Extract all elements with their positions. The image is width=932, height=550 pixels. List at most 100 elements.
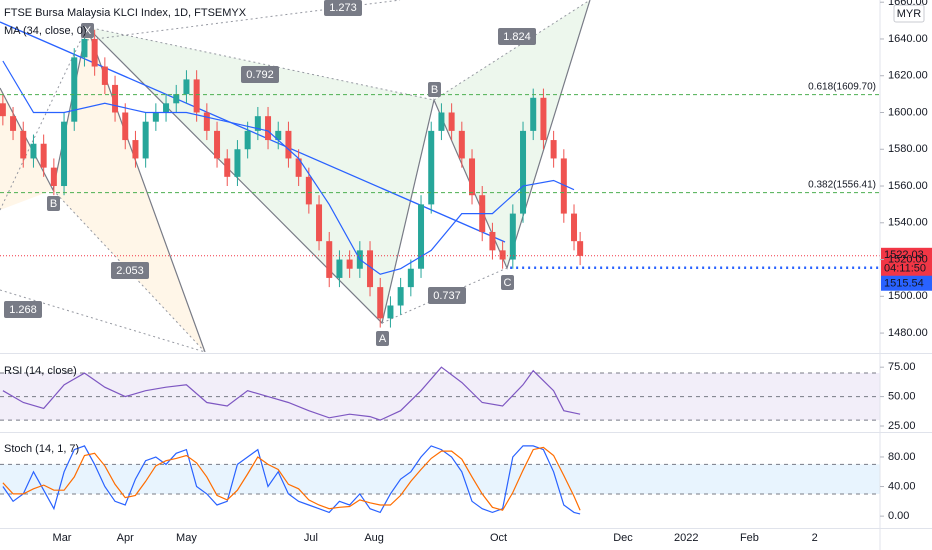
candle-body — [71, 57, 78, 122]
candle-body — [122, 112, 129, 141]
point-label: C — [501, 275, 514, 290]
panel-title: RSI (14, close) — [4, 365, 77, 377]
candle-body — [520, 130, 527, 214]
candle-body — [234, 149, 241, 177]
point-label: A — [376, 331, 389, 346]
candle-body — [571, 213, 578, 242]
candle-body — [438, 112, 445, 131]
x-tick-label: Jul — [304, 532, 318, 544]
y-tick-label: 1580.00 — [888, 143, 928, 155]
candle-body — [377, 287, 384, 319]
candle-body — [132, 140, 139, 159]
candle-body — [550, 140, 557, 159]
candle-body — [346, 259, 353, 269]
x-tick-label: 2022 — [674, 532, 698, 544]
y-tick-label: 1560.00 — [888, 180, 928, 192]
level-box — [881, 275, 932, 291]
candle-body — [305, 176, 312, 205]
candle-body — [499, 250, 506, 260]
candle-body — [397, 287, 404, 306]
indicator-line — [2, 366, 581, 421]
ratio-text: 1.268 — [9, 304, 37, 316]
last-price-box — [881, 247, 932, 278]
point-text: X — [84, 25, 92, 37]
level-label: 1515.54 — [884, 278, 924, 290]
y-tick-label: 25.00 — [888, 420, 916, 432]
candle-body — [285, 130, 292, 159]
candle-body — [244, 130, 251, 150]
y-tick-label: 0.00 — [888, 510, 909, 522]
point-text: B — [50, 198, 57, 210]
candle-body — [458, 130, 465, 159]
candle-body — [489, 231, 496, 251]
candle-body — [173, 94, 180, 104]
candle-body — [509, 213, 516, 260]
price-panel — [0, 29, 880, 328]
candle-body — [326, 241, 333, 278]
currency: MYR — [897, 8, 922, 20]
ratio-label: 1.273 — [324, 0, 362, 16]
candle-body — [428, 130, 435, 205]
point-text: A — [379, 333, 387, 345]
ratio-text: 1.273 — [329, 2, 357, 14]
candle-body — [101, 66, 108, 85]
candle-body — [224, 158, 231, 177]
panel-title: Stoch (14, 1, 7) — [4, 443, 79, 455]
candle-body — [407, 268, 414, 288]
pattern-line — [0, 24, 206, 352]
moving-average — [2, 60, 575, 275]
pattern-fill — [53, 27, 205, 352]
candle-body — [0, 103, 6, 117]
y-tick-label: 80.00 — [888, 451, 916, 463]
indicator-line — [2, 445, 581, 515]
candle-body — [295, 158, 302, 177]
indicator-line — [2, 446, 581, 511]
ratio-text: 0.792 — [246, 69, 274, 81]
chart-title: FTSE Bursa Malaysia KLCI Index, 1D, FTSE… — [4, 7, 247, 19]
y-tick-label: 1480.00 — [888, 327, 928, 339]
countdown: 04:11:50 — [884, 263, 926, 275]
candle-body — [40, 143, 47, 168]
candle-body — [30, 143, 37, 159]
candle-body — [275, 130, 282, 141]
candle-body — [214, 130, 221, 159]
y-tick-label: 1520.00 — [888, 253, 928, 265]
ratio-label: 2.053 — [111, 262, 149, 279]
candle-body — [469, 158, 476, 196]
candle-body — [152, 112, 159, 122]
y-tick-label: 40.00 — [888, 480, 916, 492]
y-tick-label: 50.00 — [888, 390, 916, 402]
x-tick-label: May — [176, 532, 197, 544]
candle-body — [418, 204, 425, 269]
candle-body — [50, 167, 57, 187]
currency-box: MYR — [893, 4, 925, 23]
candle-body — [560, 158, 567, 214]
pattern-labels: X B A B C 1.273 0.792 1.824 2.053 1.268 … — [4, 0, 536, 346]
point-label: B — [47, 196, 60, 211]
point-text: C — [504, 277, 512, 289]
candle-body — [316, 204, 323, 242]
candle-body — [81, 38, 88, 58]
y-tick-label: 1540.00 — [888, 217, 928, 229]
y-tick-label: 1660.00 — [888, 0, 928, 8]
y-tick-label: 1640.00 — [888, 33, 928, 45]
ratio-label: 1.268 — [4, 301, 42, 318]
fib-label: 0.382(1556.41) — [808, 179, 876, 190]
ratio-text: 2.053 — [116, 265, 144, 277]
x-tick-label: Apr — [117, 532, 134, 544]
candle-body — [448, 112, 455, 131]
ratio-text: 0.737 — [433, 290, 461, 302]
candle-body — [10, 116, 17, 131]
x-tick-label: Aug — [364, 532, 384, 544]
candle-body — [387, 305, 394, 319]
y-tick-label: 1620.00 — [888, 70, 928, 82]
y-tick-label: 1500.00 — [888, 290, 928, 302]
x-tick-label: Oct — [490, 532, 507, 544]
candle-body — [163, 103, 170, 113]
legend-entry: MA (34, close, 0) — [4, 25, 87, 37]
ratio-label: 0.737 — [428, 287, 466, 304]
x-tick-label: 2 — [812, 532, 818, 544]
y-tick-label: 1600.00 — [888, 106, 928, 118]
x-tick-label: Feb — [740, 532, 759, 544]
